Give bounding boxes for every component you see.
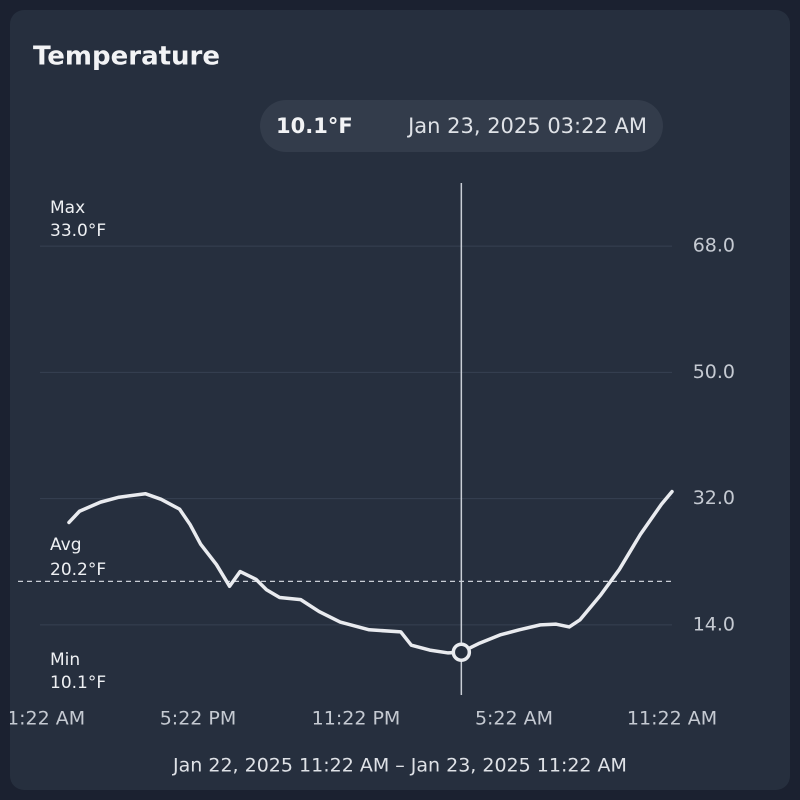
x-tick-label: 5:22 AM [475, 708, 553, 730]
temperature-line [67, 489, 674, 655]
plot: Temperature 10.1°F Jan 23, 2025 03:22 AM… [0, 42, 735, 777]
selected-point [451, 642, 472, 662]
y-tick-label: 14.0 [693, 613, 735, 635]
tooltip-time: Jan 23, 2025 03:22 AM [406, 114, 647, 138]
y-tick-label: 68.0 [693, 235, 735, 257]
x-tick-label: 11:22 AM [0, 708, 85, 730]
y-tick-label: 32.0 [693, 487, 735, 509]
x-tick-label: 11:22 PM [312, 708, 401, 730]
card-background [10, 10, 790, 790]
tooltip-value: 10.1°F [276, 114, 353, 138]
range-label: Jan 22, 2025 11:22 AM – Jan 23, 2025 11:… [172, 755, 627, 777]
x-tick-label: 11:22 AM [627, 708, 717, 730]
stat-value: 20.2°F [50, 560, 106, 580]
stat-name: Min [50, 650, 80, 670]
stat-name: Max [50, 198, 85, 218]
x-tick-label: 5:22 PM [160, 708, 237, 730]
chart-title: Temperature [33, 42, 220, 72]
stat-value: 33.0°F [50, 221, 106, 241]
y-tick-label: 50.0 [693, 361, 735, 383]
stat-value: 10.1°F [50, 673, 106, 693]
tooltip [260, 100, 663, 152]
stat-name: Avg [50, 535, 82, 555]
